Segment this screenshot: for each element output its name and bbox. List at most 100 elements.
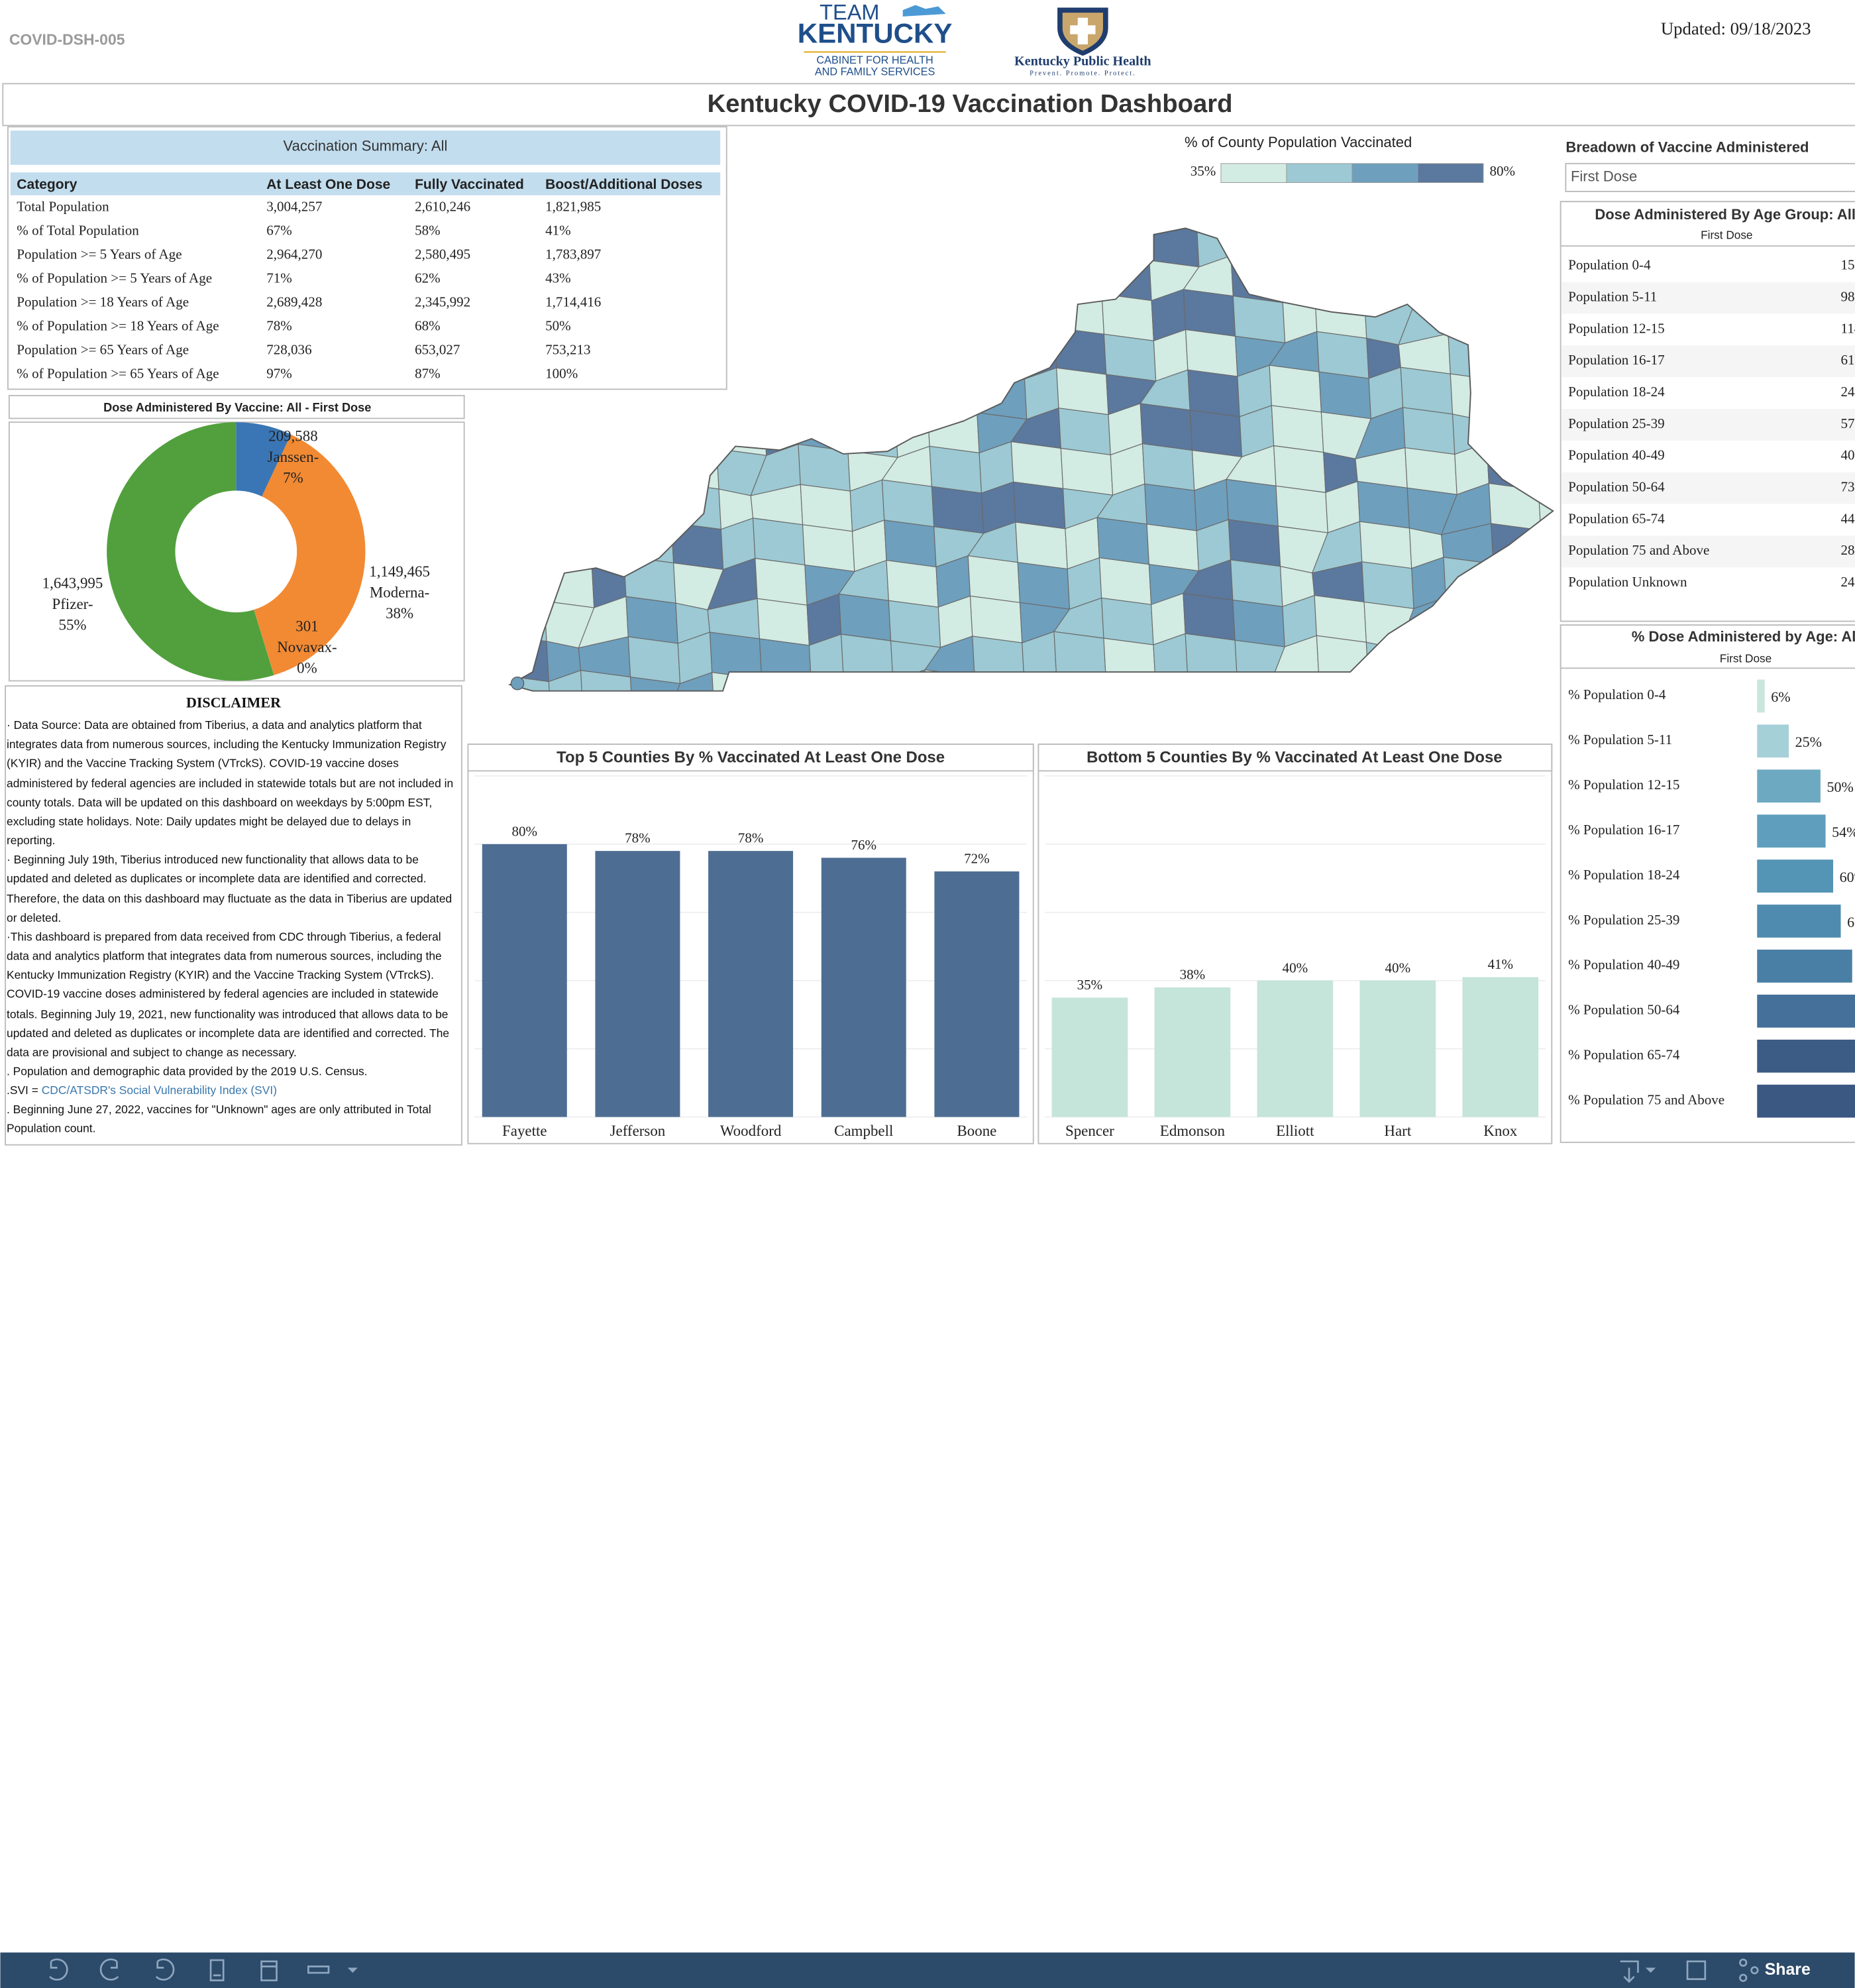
bar-value-label: 6% xyxy=(1771,689,1790,705)
redo-icon[interactable] xyxy=(99,1958,119,1981)
county xyxy=(1185,329,1238,377)
refresh-icon[interactable] xyxy=(209,1959,225,1981)
logo-text: Prevent. Promote. Protect. xyxy=(1030,70,1136,77)
x-tick-label: Spencer xyxy=(1065,1123,1114,1139)
county xyxy=(1060,447,1114,496)
age-group-label: Population 75 and Above xyxy=(1568,542,1709,558)
county xyxy=(1183,289,1236,337)
bar xyxy=(1757,724,1789,758)
bar-value-label: 35% xyxy=(1077,977,1103,993)
county xyxy=(888,600,941,648)
x-tick-label: Elliott xyxy=(1276,1123,1314,1139)
age-group-count: 15 xyxy=(1841,257,1855,273)
age-group-label: Population 0-4 xyxy=(1568,257,1651,273)
table-cell: 43% xyxy=(545,270,571,286)
views-icon[interactable] xyxy=(307,1965,330,1974)
y-tick-label: % Population 0-4 xyxy=(1568,687,1666,702)
table-cell: 2,610,246 xyxy=(415,199,470,215)
age-pct-title: % Dose Administered by Age: All xyxy=(1632,628,1855,645)
fullscreen-icon[interactable] xyxy=(1686,1960,1707,1980)
x-tick-label: Fayette xyxy=(502,1123,547,1139)
row-band xyxy=(1562,345,1855,378)
table-cell: 97% xyxy=(266,365,292,381)
age-group-count: 248 xyxy=(1841,384,1855,400)
paragraph: . Beginning June 27, 2022, vaccines for … xyxy=(7,1103,431,1136)
county xyxy=(1271,405,1324,453)
age-group-count: 408 xyxy=(1841,447,1855,463)
county xyxy=(881,479,935,527)
bar xyxy=(1757,994,1855,1028)
dashboard-code: COVID-DSH-005 xyxy=(9,30,125,48)
table-cell: 41% xyxy=(545,223,571,239)
bar-value-label: 72% xyxy=(964,851,990,867)
bar xyxy=(1757,1084,1855,1118)
x-tick-label: Hart xyxy=(1384,1123,1411,1139)
disclaimer-title: DISCLAIMER xyxy=(186,696,281,712)
donut-label: Novavax- xyxy=(277,639,337,655)
age-group-count: 61 xyxy=(1841,352,1855,368)
county xyxy=(800,484,853,532)
team-kentucky-logo: TEAM KENTUCKY CABINET FOR HEALTH AND FAM… xyxy=(798,1,953,78)
table-cell: % of Population >= 5 Years of Age xyxy=(17,270,212,286)
dose-dropdown[interactable] xyxy=(1565,162,1855,192)
county xyxy=(969,595,1023,643)
donut-segment xyxy=(107,422,274,681)
county xyxy=(1269,364,1322,413)
county xyxy=(1314,594,1367,643)
share-icon xyxy=(1750,1966,1759,1975)
top5-title-box xyxy=(467,744,1034,772)
table-cell: 1,821,985 xyxy=(545,199,601,215)
county-exclave xyxy=(510,677,525,690)
county xyxy=(1140,403,1193,451)
logo-text: Kentucky Public Health xyxy=(1014,54,1151,68)
table-cell: % of Population >= 65 Years of Age xyxy=(17,365,219,381)
toolbar xyxy=(0,1952,1855,1988)
column-header: Boost/Additional Doses xyxy=(545,177,702,192)
bar-value-label: 66% xyxy=(1847,914,1855,930)
bar xyxy=(708,851,794,1117)
table-cell: 58% xyxy=(415,223,441,239)
top5-title: Top 5 Counties By % Vaccinated At Least … xyxy=(556,748,945,766)
y-tick-label: % Population 16-17 xyxy=(1568,822,1679,838)
bar-value-label: 40% xyxy=(1283,960,1308,975)
paragraph: .SVI = CDC/ATSDR's Social Vulnerability … xyxy=(7,1081,460,1101)
donut-title: Dose Administered By Vaccine: All - Firs… xyxy=(103,401,371,414)
bar-value-label: 38% xyxy=(1180,967,1206,983)
bar-value-label: 25% xyxy=(1795,734,1822,750)
bar-value-label: 54% xyxy=(1832,824,1855,840)
age-group-label: Population 40-49 xyxy=(1568,447,1664,463)
logo-map xyxy=(902,5,946,17)
county xyxy=(1404,447,1458,495)
bar xyxy=(1359,980,1436,1117)
undo-icon[interactable] xyxy=(49,1958,68,1981)
legend-max: 80% xyxy=(1490,163,1516,179)
pause-icon[interactable] xyxy=(260,1960,278,1981)
share-icon[interactable] xyxy=(1739,1958,1748,1967)
table-cell: 68% xyxy=(415,317,441,333)
age-group-subtitle: First Dose xyxy=(1701,228,1752,241)
revert-icon[interactable] xyxy=(155,1958,175,1981)
dashboard-title: Kentucky COVID-19 Vaccination Dashboard xyxy=(708,89,1233,118)
disclaimer-panel xyxy=(5,685,462,1146)
x-tick-label: Boone xyxy=(957,1123,996,1139)
donut-segment xyxy=(254,434,366,675)
share-button[interactable]: Share xyxy=(1765,1960,1811,1979)
county xyxy=(629,676,681,691)
county xyxy=(1101,597,1154,645)
donut-label: 301 xyxy=(295,618,318,634)
donut-label: 1,149,465 xyxy=(369,563,430,580)
county xyxy=(1275,485,1328,533)
county xyxy=(1015,522,1068,570)
age-group-label: Population Unknown xyxy=(1568,574,1687,590)
title-bar xyxy=(2,83,1855,127)
svi-link[interactable]: CDC/ATSDR's Social Vulnerability Index (… xyxy=(41,1084,278,1097)
bar xyxy=(1757,679,1765,713)
bottom5-title-box xyxy=(1037,744,1553,772)
bottom5-title: Bottom 5 Counties By % Vaccinated At Lea… xyxy=(1086,748,1502,766)
legend-swatch xyxy=(1352,163,1418,183)
download-icon[interactable] xyxy=(1620,1960,1639,1983)
summary-title: Vaccination Summary: All xyxy=(284,138,448,154)
legend-swatch xyxy=(1220,163,1287,183)
age-pct-subtitle: First Dose xyxy=(1720,651,1772,665)
county xyxy=(755,557,808,606)
